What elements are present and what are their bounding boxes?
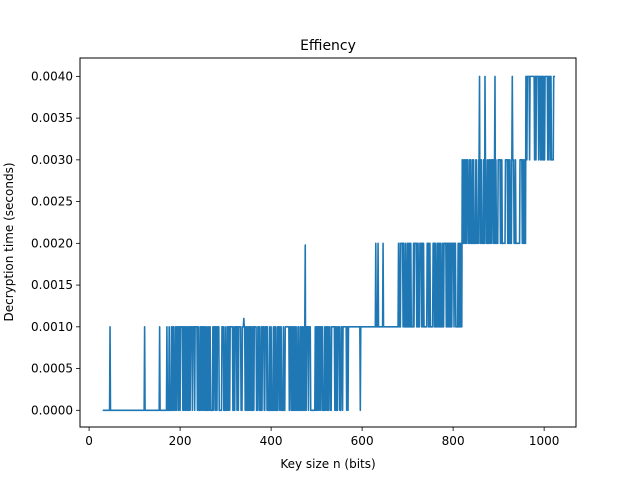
x-tick-label: 400 (260, 434, 283, 448)
chart-title: Effiency (300, 38, 356, 54)
x-tick-label: 1000 (529, 434, 560, 448)
x-tick-label: 800 (442, 434, 465, 448)
x-tick-label: 600 (351, 434, 374, 448)
y-tick-label: 0.0035 (31, 111, 73, 125)
x-axis-label: Key size n (bits) (280, 457, 375, 471)
y-axis-label: Decryption time (seconds) (2, 162, 16, 321)
y-tick-label: 0.0020 (31, 236, 73, 250)
plot-area (102, 75, 556, 412)
x-tick-label: 0 (85, 434, 93, 448)
y-tick-label: 0.0025 (31, 195, 73, 209)
series-line (102, 75, 556, 412)
y-tick-label: 0.0010 (31, 320, 73, 334)
y-tick-label: 0.0005 (31, 362, 73, 376)
y-tick-label: 0.0030 (31, 153, 73, 167)
y-tick-label: 0.0040 (31, 69, 73, 83)
y-tick-label: 0.0015 (31, 278, 73, 292)
x-axis: 0 200 400 600 800 1000 (85, 427, 559, 448)
y-tick-label: 0.0000 (31, 403, 73, 417)
y-axis: 0.0000 0.0005 0.0010 0.0015 0.0020 0.0025 0.00… (31, 69, 80, 417)
x-tick-label: 200 (169, 434, 192, 448)
plot-frame (79, 57, 577, 428)
